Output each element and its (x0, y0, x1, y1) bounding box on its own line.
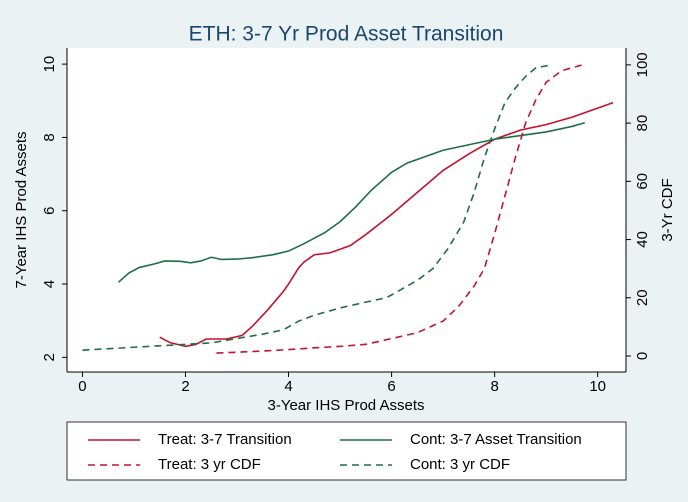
chart-title: ETH: 3-7 Yr Prod Asset Transition (189, 23, 504, 46)
y-tick-label: 6 (41, 207, 58, 215)
y2-tick-label: 40 (634, 231, 651, 248)
line-series (117, 122, 585, 283)
x-tick-label: 0 (78, 378, 86, 395)
line-series (159, 101, 614, 348)
y2-axis-title: 3-Yr CDF (659, 178, 676, 241)
y-axis-title: 7-Year IHS Prod Assets (13, 131, 30, 288)
legend-label: Cont: 3-7 Asset Transition (410, 431, 582, 448)
x-axis-title: 3-Year IHS Prod Assets (267, 397, 424, 414)
y2-tick-label: 60 (634, 173, 651, 190)
x-tick-label: 10 (589, 378, 606, 395)
y-tick-label: 8 (41, 133, 58, 141)
x-tick-label: 4 (284, 378, 292, 395)
y-tick-label: 4 (41, 280, 58, 288)
line-series (216, 64, 583, 354)
y2-tick-label: 80 (634, 115, 651, 132)
line-series (82, 64, 552, 351)
x-tick-label: 6 (387, 378, 395, 395)
legend-label: Cont: 3 yr CDF (410, 456, 510, 473)
x-tick-label: 8 (490, 378, 498, 395)
y2-tick-label: 100 (634, 52, 651, 77)
plot-area (67, 48, 626, 372)
y2-tick-label: 20 (634, 289, 651, 306)
y2-tick-label: 0 (634, 352, 651, 360)
y-tick-label: 2 (41, 353, 58, 361)
legend-label: Treat: 3 yr CDF (158, 456, 261, 473)
legend-label: Treat: 3-7 Transition (158, 431, 292, 448)
x-tick-label: 2 (181, 378, 189, 395)
y-tick-label: 10 (41, 56, 58, 73)
legend-box (66, 421, 627, 481)
